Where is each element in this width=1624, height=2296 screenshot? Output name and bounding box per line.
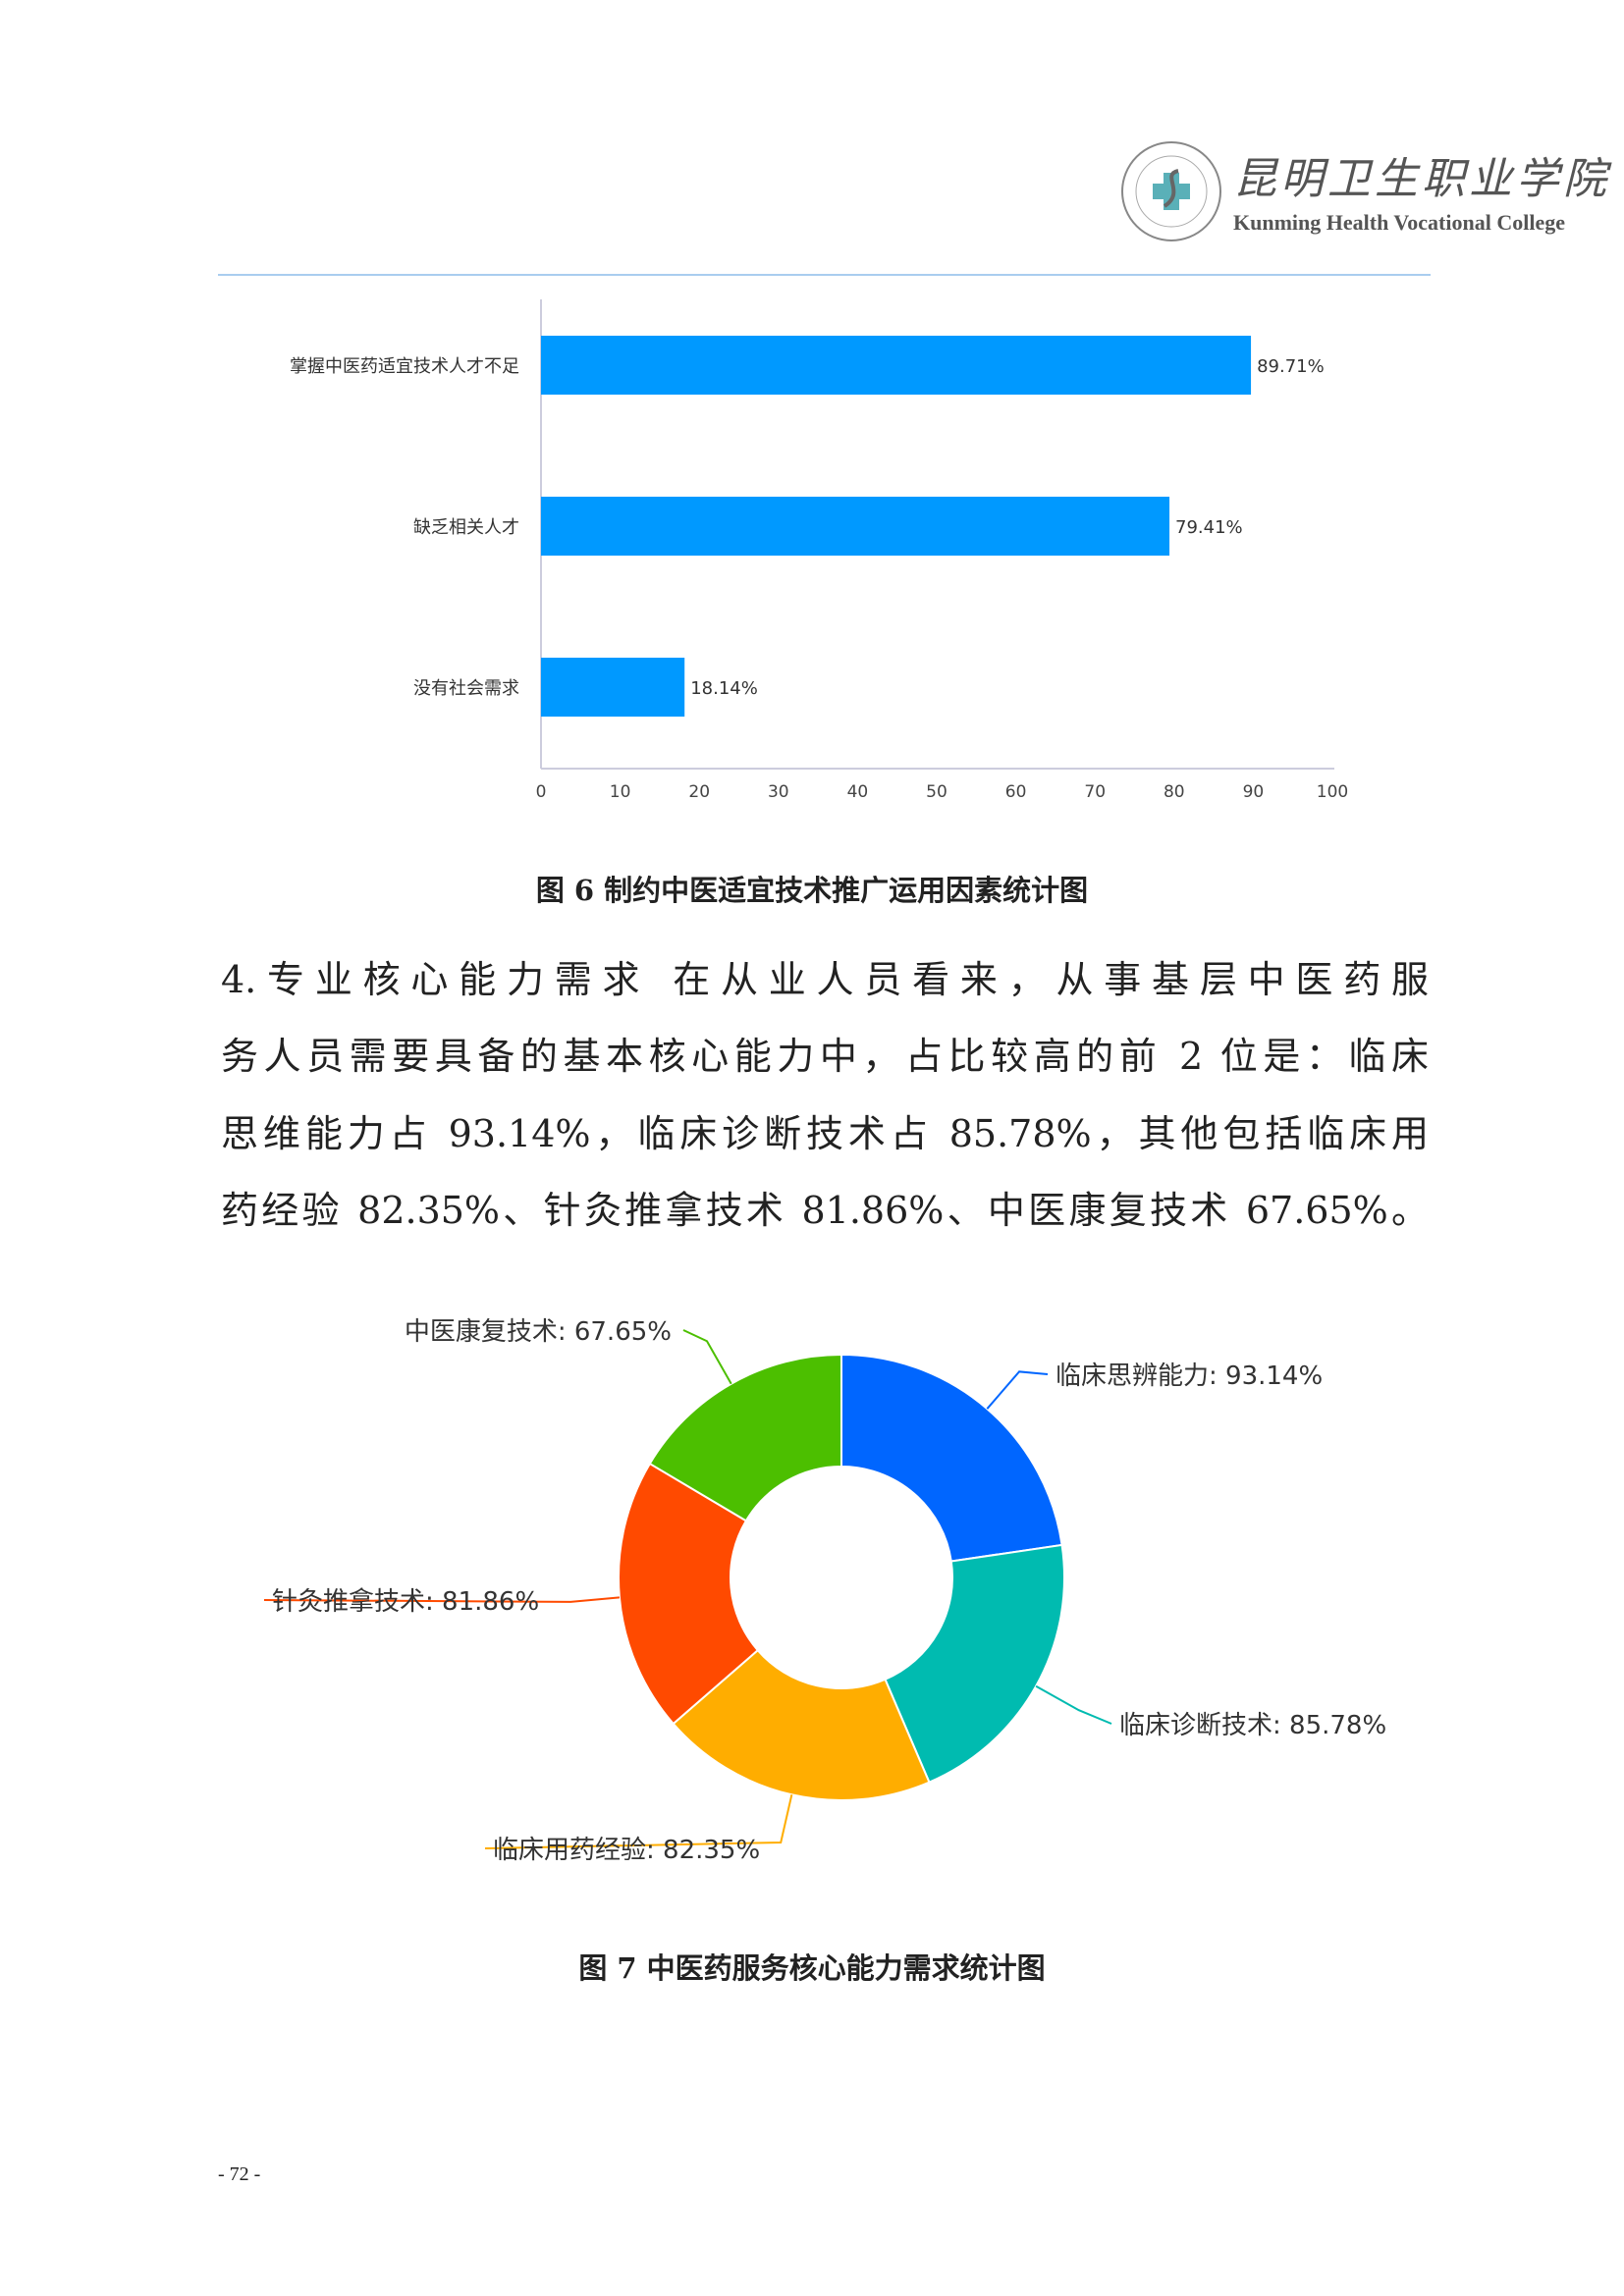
donut-label: 临床诊断技术: 85.78%: [1119, 1711, 1386, 1740]
donut-label: 中医康复技术: 67.65%: [405, 1317, 672, 1347]
logo-english-name: Kunming Health Vocational College: [1233, 210, 1565, 235]
bar-chart-figure6: 掌握中医药适宜技术人才不足 89.71% 缺乏相关人才 79.41% 没有社会需求 18.…: [290, 299, 1348, 802]
bar: [541, 658, 685, 717]
bar: [541, 336, 1252, 395]
donut-slice: [884, 1543, 1065, 1784]
donut-label: 针灸推拿技术: 81.86%: [272, 1587, 539, 1617]
donut-slice: [648, 1353, 842, 1522]
logo-chinese-name: 昆明卫生职业学院: [1233, 154, 1610, 204]
x-tick-label: 70: [1084, 782, 1106, 802]
label-leader-line: [484, 1794, 793, 1849]
figure7-caption: 图 7 中医药服务核心能力需求统计图: [578, 1951, 1046, 1985]
donut-slice: [840, 1353, 1063, 1563]
x-tick-label: 80: [1164, 782, 1185, 802]
page-number: - 72 -: [218, 2163, 261, 2185]
label-leader-line: [682, 1329, 732, 1385]
x-tick-label: 60: [1005, 782, 1027, 802]
x-tick-label: 20: [688, 782, 710, 802]
donut-label: 临床用药经验: 82.35%: [493, 1836, 760, 1865]
paragraph-line: 思维能力占 93.14%，临床诊断技术占 85.78%，其他包括临床用: [221, 1112, 1429, 1155]
college-seal-icon: [1121, 141, 1221, 241]
label-leader-line: [986, 1370, 1049, 1410]
label-leader-line: [263, 1596, 621, 1603]
donut-slice: [618, 1462, 760, 1726]
bar-value-label: 79.41%: [1175, 517, 1243, 538]
figure6-caption: 图 6 制约中医适宜技术推广运用因素统计图: [535, 874, 1089, 907]
donut-label: 临床思辨能力: 93.14%: [1056, 1362, 1323, 1391]
bar-category-label: 缺乏相关人才: [413, 517, 519, 538]
x-tick-label: 50: [926, 782, 947, 802]
paragraph-line: 药经验 82.35%、针灸推拿技术 81.86%、中医康复技术 67.65%。: [221, 1189, 1429, 1232]
college-logo: 昆明卫生职业学院 Kunming Health Vocational Colle…: [1117, 137, 1606, 245]
header-divider: [218, 274, 1431, 276]
x-tick-label: 0: [536, 782, 547, 802]
x-tick-label: 100: [1317, 782, 1348, 802]
x-tick-label: 30: [768, 782, 789, 802]
paragraph-line: 务人员需要具备的基本核心能力中，占比较高的前 2 位是：临床: [221, 1035, 1429, 1078]
bar-category-label: 没有社会需求: [413, 678, 519, 699]
label-leader-line: [1035, 1684, 1112, 1725]
donut-chart-figure7: 临床思辨能力: 93.14% 临床诊断技术: 85.78% 临床用药经验: 82.3…: [263, 1317, 1386, 1865]
x-tick-label: 10: [610, 782, 631, 802]
donut-slice: [672, 1648, 931, 1801]
paragraph-line: 4.专业核心能力需求 在从业人员看来，从事基层中医药服: [221, 958, 1429, 1001]
bar-value-label: 18.14%: [690, 678, 758, 699]
x-tick-label: 40: [847, 782, 869, 802]
x-tick-label: 90: [1243, 782, 1265, 802]
bar-category-label: 掌握中医药适宜技术人才不足: [290, 356, 519, 377]
bar: [541, 497, 1170, 556]
bar-value-label: 89.71%: [1257, 356, 1325, 377]
